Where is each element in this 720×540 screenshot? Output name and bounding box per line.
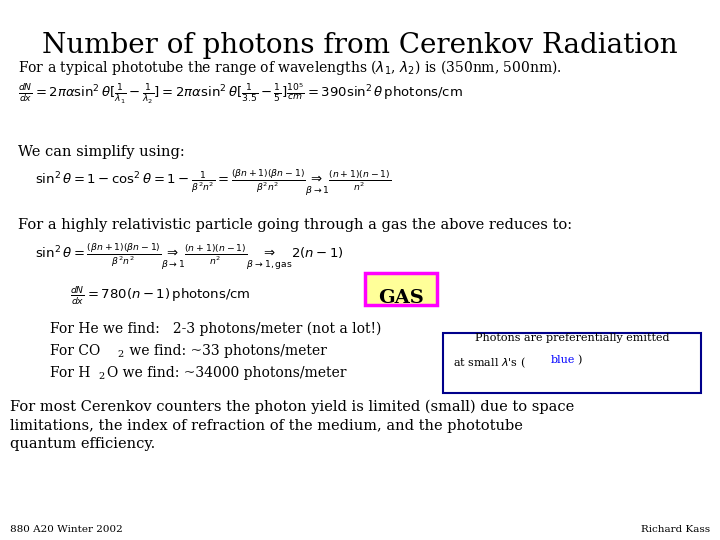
Text: We can simplify using:: We can simplify using: <box>18 145 185 159</box>
Text: $\sin^2\theta = \frac{(\beta n+1)(\beta n-1)}{\beta^2 n^2} \underset{\beta\to1}{: $\sin^2\theta = \frac{(\beta n+1)(\beta … <box>35 242 344 272</box>
Text: $\frac{dN}{dx} = 2\pi\alpha\sin^2\theta[\frac{1}{\lambda_1} - \frac{1}{\lambda_2: $\frac{dN}{dx} = 2\pi\alpha\sin^2\theta[… <box>18 82 463 106</box>
FancyBboxPatch shape <box>443 333 701 393</box>
Text: For CO: For CO <box>50 344 100 358</box>
Text: O we find: ~34000 photons/meter: O we find: ~34000 photons/meter <box>107 366 346 380</box>
Text: we find: ~33 photons/meter: we find: ~33 photons/meter <box>125 344 327 358</box>
Text: 880 A20 Winter 2002: 880 A20 Winter 2002 <box>10 525 122 534</box>
Text: 2: 2 <box>117 350 123 359</box>
Text: Number of photons from Cerenkov Radiation: Number of photons from Cerenkov Radiatio… <box>42 32 678 59</box>
Text: $\frac{dN}{dx} = 780(n-1)\,\mathrm{photons/cm}$: $\frac{dN}{dx} = 780(n-1)\,\mathrm{photo… <box>70 285 251 307</box>
Text: For a highly relativistic particle going through a gas the above reduces to:: For a highly relativistic particle going… <box>18 218 572 232</box>
FancyBboxPatch shape <box>365 273 437 305</box>
Text: For H: For H <box>50 366 91 380</box>
Text: For most Cerenkov counters the photon yield is limited (small) due to space
limi: For most Cerenkov counters the photon yi… <box>10 400 575 451</box>
Text: 2: 2 <box>98 372 104 381</box>
Text: ): ) <box>577 355 581 366</box>
Text: Photons are preferentially emitted: Photons are preferentially emitted <box>474 333 670 343</box>
Text: $\sin^2\theta = 1 - \cos^2\theta = 1 - \frac{1}{\beta^2 n^2} = \frac{(\beta n+1): $\sin^2\theta = 1 - \cos^2\theta = 1 - \… <box>35 168 391 198</box>
Text: For He we find:   2-3 photons/meter (not a lot!): For He we find: 2-3 photons/meter (not a… <box>50 322 382 336</box>
Text: For a typical phototube the range of wavelengths ($\lambda_1$, $\lambda_2$) is (: For a typical phototube the range of wav… <box>18 58 562 77</box>
Text: at small $\lambda$'s (: at small $\lambda$'s ( <box>453 355 526 369</box>
Text: Richard Kass: Richard Kass <box>641 525 710 534</box>
Text: GAS: GAS <box>378 289 424 307</box>
Text: blue: blue <box>551 355 575 365</box>
